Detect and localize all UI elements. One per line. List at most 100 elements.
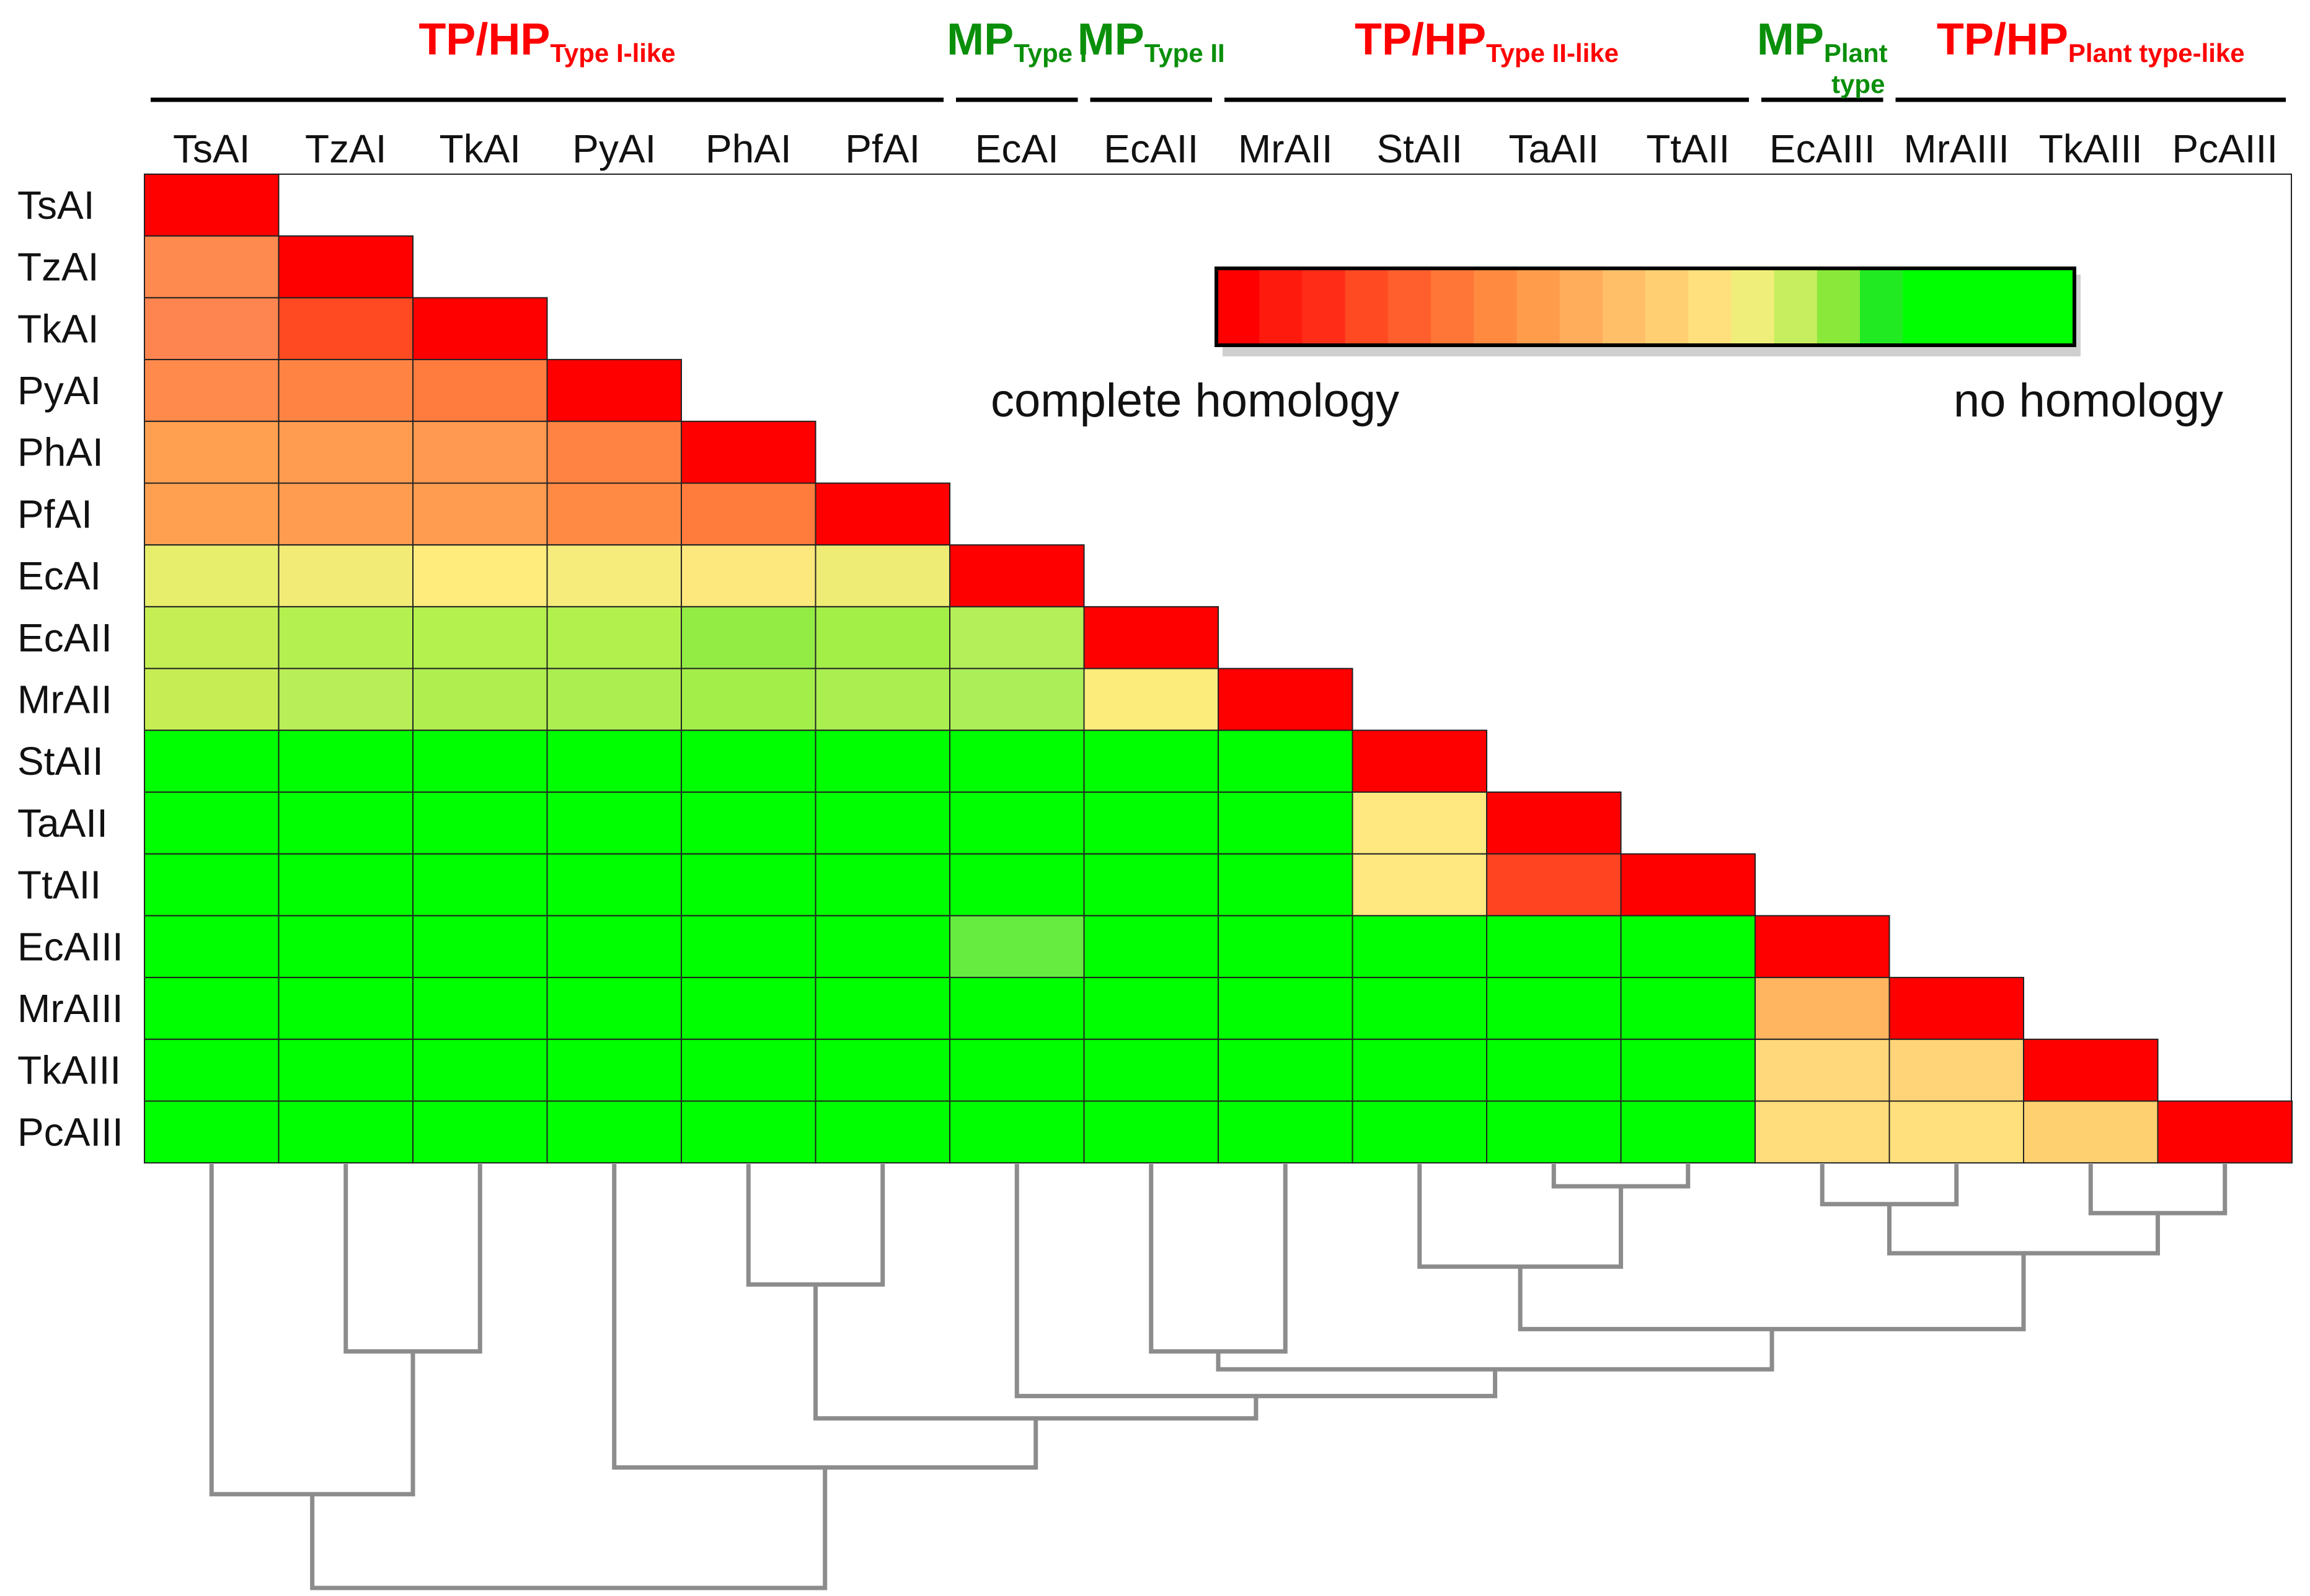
cell-taaii-ecaii [1083, 791, 1219, 855]
cell-ecaiii-phai [681, 915, 816, 979]
dendrogram-link-5 [1820, 1164, 1959, 1207]
column-label-pcaiii: PcAIII [2172, 126, 2278, 171]
legend-swatch-20 [2031, 268, 2075, 345]
cell-ecaii-pyai [546, 606, 682, 669]
row-label-mraii: MrAII [17, 677, 112, 721]
cell-mraiii-ecai [949, 977, 1085, 1040]
group-title-sub: Type I [1014, 38, 1087, 68]
cell-ecai-phai [681, 544, 816, 607]
column-label-ecaii: EcAII [1104, 126, 1198, 171]
cell-taaii-phai [681, 791, 816, 855]
group-title-4: TP/HPType II-like [1355, 15, 1619, 68]
cell-pcaiii-mraii [1218, 1100, 1353, 1164]
group-title-2: MPType I [947, 15, 1087, 68]
cell-taaii-tkai [412, 791, 548, 855]
cell-mraiii-tsai [144, 977, 280, 1040]
row-label-taaii: TaAII [17, 801, 108, 845]
row-label-pcaiii: PcAIII [17, 1109, 123, 1154]
legend-swatch-5 [1387, 268, 1432, 345]
dendrogram-link-1 [343, 1164, 482, 1354]
legend-swatch-2 [1259, 268, 1303, 345]
group-title-main: MP [1078, 15, 1144, 64]
cell-pcaiii-pcaiii [2157, 1100, 2293, 1164]
cell-mraii-mraii [1218, 668, 1353, 731]
cell-ecai-ecai [949, 544, 1085, 607]
group-title-sub-line1: Plant [1824, 38, 1888, 68]
cell-pfai-tkai [412, 482, 548, 546]
row-label-tkaiii: TkAIII [17, 1048, 121, 1093]
cell-taaii-tsai [144, 791, 280, 855]
cell-tkaiii-ecaiii [1755, 1038, 1890, 1102]
legend-swatches [1216, 268, 2075, 345]
cell-pcaiii-tzai [278, 1100, 414, 1164]
cell-tkai-tsai [144, 297, 280, 361]
cell-tkaiii-mraiii [1888, 1038, 2024, 1102]
cell-staii-tzai [278, 730, 414, 793]
cell-taaii-taaii [1486, 791, 1622, 855]
cell-pcaiii-ecaii [1083, 1100, 1219, 1164]
legend-swatch-14 [1774, 268, 1818, 345]
group-title-main: TP/HP [418, 15, 550, 64]
cell-mraii-tzai [278, 668, 414, 731]
column-label-staii: StAII [1376, 126, 1463, 171]
cell-tkaiii-mraii [1218, 1038, 1353, 1102]
cell-tkaiii-tkai [412, 1038, 548, 1102]
cell-mraiii-tkai [412, 977, 548, 1040]
cell-ecaiii-pyai [546, 915, 682, 979]
legend-swatch-6 [1431, 268, 1475, 345]
cell-staii-tsai [144, 730, 280, 793]
cell-ecaii-pfai [815, 606, 950, 669]
row-label-pyai: PyAI [17, 368, 101, 413]
cell-staii-pfai [815, 730, 950, 793]
cell-ecaiii-staii [1352, 915, 1487, 979]
cell-mraiii-phai [681, 977, 816, 1040]
dendrogram-link-4 [1551, 1164, 1691, 1189]
cell-taaii-pfai [815, 791, 950, 855]
cell-ecai-pyai [546, 544, 682, 607]
legend-swatch-9 [1559, 268, 1603, 345]
cell-tkaiii-pyai [546, 1038, 682, 1102]
cell-ttaii-ecai [949, 853, 1085, 917]
cell-taaii-pyai [546, 791, 682, 855]
cell-ecaiii-ttaii [1620, 915, 1756, 979]
cell-pyai-tsai [144, 359, 280, 422]
cell-tkaiii-staii [1352, 1038, 1487, 1102]
cell-phai-pyai [546, 420, 682, 484]
dendrogram [209, 1164, 2228, 1590]
cell-mraiii-mraiii [1888, 977, 2024, 1040]
cell-ttaii-phai [681, 853, 816, 917]
cell-ecaii-ecaii [1083, 606, 1219, 669]
cell-tzai-tsai [144, 235, 280, 299]
cell-mraii-phai [681, 668, 816, 731]
cell-pcaiii-phai [681, 1100, 816, 1164]
cell-ttaii-ttaii [1620, 853, 1756, 917]
cell-pyai-pyai [546, 359, 682, 422]
cell-pcaiii-mraiii [1888, 1100, 2024, 1164]
cell-pfai-phai [681, 482, 816, 546]
cell-phai-tsai [144, 420, 280, 484]
column-label-tkai: TkAI [439, 126, 521, 171]
legend-swatch-17 [1903, 268, 1947, 345]
cell-tkaiii-taaii [1486, 1038, 1622, 1102]
legend-swatch-18 [1945, 268, 1989, 345]
cell-pfai-pfai [815, 482, 950, 546]
cell-pcaiii-tsai [144, 1100, 280, 1164]
color-scale-legend: complete homology no homology [991, 267, 2223, 427]
dendrogram-link-13 [612, 1164, 1038, 1470]
group-title-1: TP/HPType I-like [418, 15, 675, 68]
cell-mraiii-ecaii [1083, 977, 1219, 1040]
legend-swatch-3 [1302, 268, 1346, 345]
column-label-ttaii: TtAII [1646, 126, 1730, 171]
cell-pcaiii-taaii [1486, 1100, 1622, 1164]
dendrogram-link-10 [1216, 1329, 1774, 1372]
cell-mraii-pfai [815, 668, 950, 731]
legend-low-label: complete homology [991, 374, 1399, 427]
column-label-tsai: TsAI [173, 126, 250, 171]
legend-swatch-8 [1516, 268, 1560, 345]
cell-ecaii-ecai [949, 606, 1085, 669]
cell-pcaiii-ecai [949, 1100, 1085, 1164]
group-title-sub: Type II-like [1486, 38, 1619, 68]
cell-ecaiii-pfai [815, 915, 950, 979]
